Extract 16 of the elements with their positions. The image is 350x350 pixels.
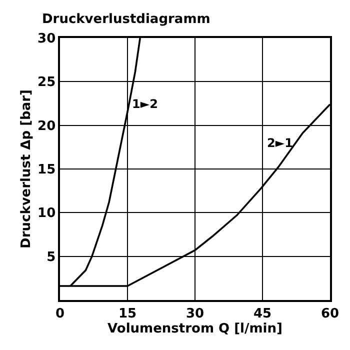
chart-title: Druckverlustdiagramm <box>42 12 210 28</box>
y-tick-label: 30 <box>38 32 56 47</box>
x-tick-label: 15 <box>118 306 137 322</box>
y-tick-label: 10 <box>38 206 56 222</box>
y-tick-label: 5 <box>46 250 56 265</box>
y-tick-label: 25 <box>38 75 56 90</box>
series-label: 1►2 <box>132 97 158 111</box>
x-tick-label: 60 <box>320 306 340 322</box>
y-axis-title: Druckverlust Δp [bar] <box>19 90 34 248</box>
x-tick-label: 45 <box>253 306 272 322</box>
x-tick-label: 0 <box>55 306 65 322</box>
series-label: 2►1 <box>267 136 293 150</box>
y-tick-label: 15 <box>38 162 56 178</box>
x-axis-title: Volumenstrom Q [l/min] <box>108 321 282 336</box>
y-tick-label: 20 <box>38 118 56 134</box>
x-tick-label: 30 <box>186 306 204 322</box>
